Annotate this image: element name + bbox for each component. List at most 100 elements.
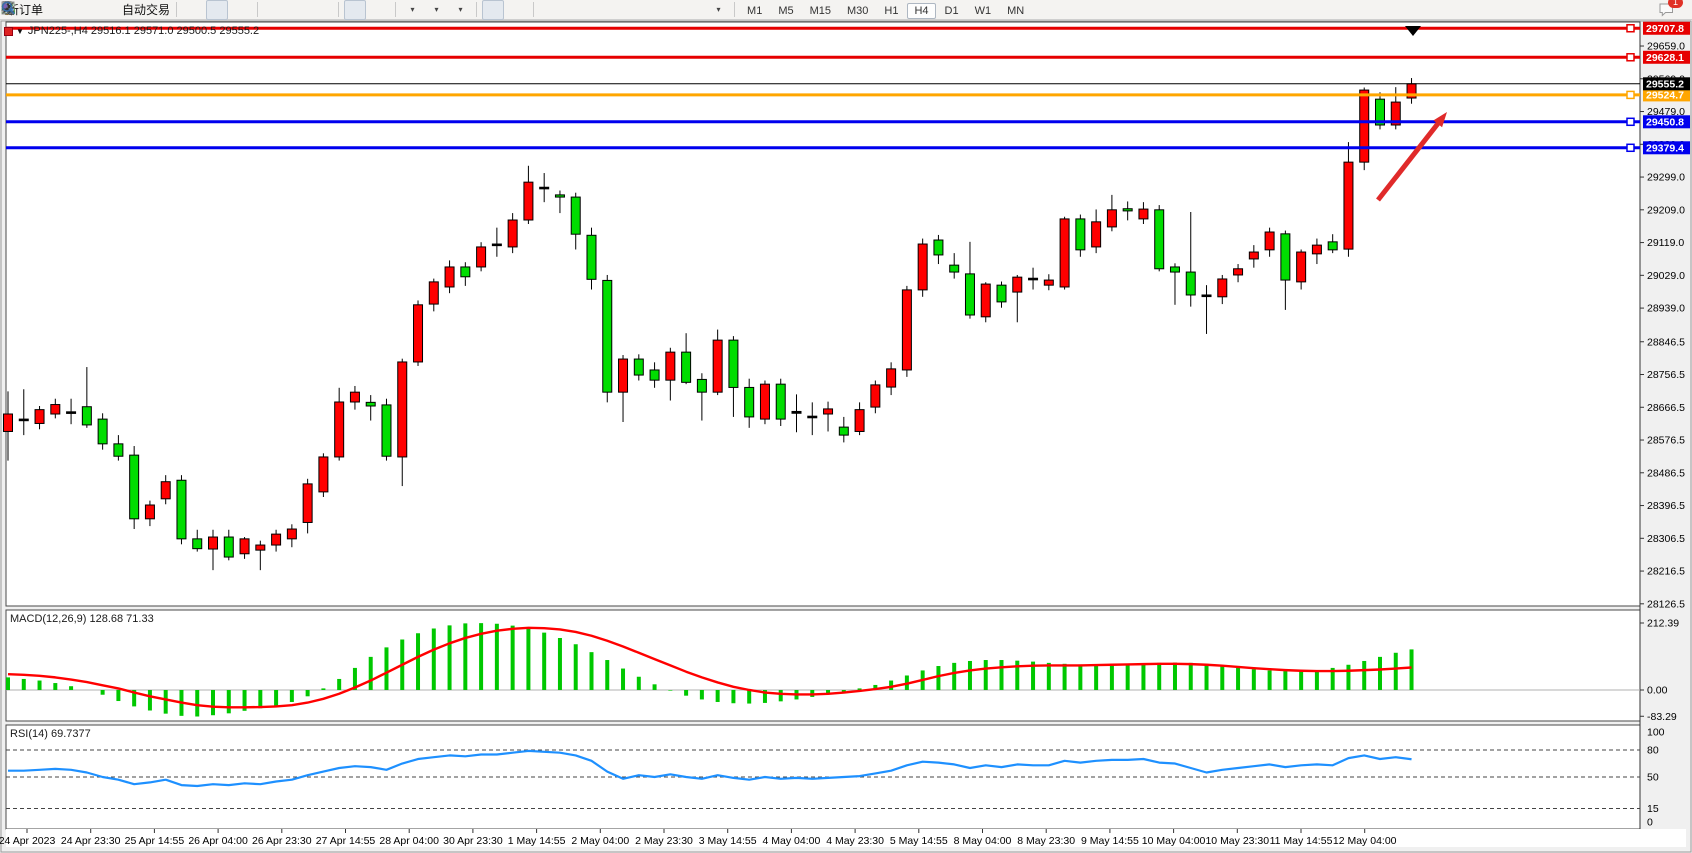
candle-body [176, 479, 187, 540]
time-tick-label[interactable]: 25 Apr 14:55 [125, 835, 185, 847]
candle-body [602, 279, 613, 393]
candle-body [192, 538, 203, 550]
candle-body [413, 304, 424, 363]
timeframe-M30[interactable]: M30 [847, 4, 869, 17]
time-tick-label[interactable]: 12 May 04:00 [1333, 835, 1397, 847]
candle-body [712, 339, 723, 393]
timeframe-W1[interactable]: W1 [974, 4, 992, 17]
trend-arrow-annotation[interactable] [1376, 119, 1443, 202]
candle-body [1343, 161, 1354, 250]
time-tick-label[interactable]: 11 May 14:55 [1270, 835, 1333, 847]
time-tick-label[interactable]: 9 May 14:55 [1081, 835, 1139, 847]
candle-body [286, 528, 297, 540]
symbol-dropdown-icon[interactable]: ▼ [16, 26, 24, 36]
timeframe-H1[interactable]: H1 [884, 4, 899, 17]
time-tick-label[interactable]: 24 Apr 2023 [0, 835, 55, 847]
time-tick-label[interactable]: 24 Apr 23:30 [61, 835, 121, 847]
candle-body [208, 536, 219, 550]
candle-body [239, 538, 250, 555]
candle-body [1138, 208, 1149, 220]
dropdown-caret-icon: ▾ [716, 5, 721, 14]
price-label-chip-text: 29707.8 [1646, 23, 1684, 35]
down-triangle-marker[interactable] [1405, 26, 1421, 36]
candle-body [50, 404, 61, 415]
candle-body [1264, 231, 1275, 251]
candle-body [34, 409, 45, 424]
line-handle[interactable] [1626, 53, 1635, 62]
timeframe-H4[interactable]: H4 [907, 2, 936, 19]
text-tool-button[interactable]: A [4, 0, 681, 20]
line-handle[interactable] [1626, 90, 1635, 100]
main-toolbar: 新订单 自动交易 ▾ ▾ [0, 0, 1692, 20]
candle-body [886, 368, 897, 388]
search-button[interactable] [1, 0, 1650, 20]
time-tick-label[interactable]: 2 May 23:30 [635, 835, 693, 847]
candle-body [649, 369, 660, 381]
candle-body [1327, 241, 1338, 251]
price-tick-label: 28576.5 [1647, 435, 1685, 447]
timeframe-MN[interactable]: MN [1007, 4, 1025, 17]
time-tick-label[interactable]: 10 May 04:00 [1142, 835, 1206, 847]
candle-body [1185, 271, 1196, 296]
rsi-tick-label: 80 [1647, 745, 1659, 757]
price-label-chip-text: 29555.2 [1646, 79, 1684, 91]
candle-body [18, 418, 29, 422]
dropdown-caret-icon: ▾ [458, 5, 463, 14]
candle-body [744, 386, 755, 418]
price-tick-label: 28126.5 [1647, 598, 1685, 610]
macd-panel[interactable] [5, 609, 1641, 722]
price-tick-label: 28216.5 [1647, 566, 1685, 578]
chart-title: JPN225-,H4 29516.1 29571.0 29500.5 29555… [27, 25, 260, 37]
time-tick-label[interactable]: 3 May 14:55 [699, 835, 757, 847]
svg-text:A: A [4, 1, 13, 16]
rsi-indicator-label: RSI(14) 69.7377 [10, 728, 91, 740]
time-tick-label[interactable]: 4 May 04:00 [763, 835, 821, 847]
time-tick-label[interactable]: 5 May 14:55 [890, 835, 948, 847]
time-tick-label[interactable]: 26 Apr 04:00 [188, 835, 248, 847]
price-label-chip [1643, 141, 1690, 155]
toolbar-separator [176, 2, 178, 17]
toolbar-separator [338, 2, 340, 17]
price-label-chip-text: 29524.7 [1646, 90, 1684, 102]
time-tick-label[interactable]: 10 May 23:30 [1205, 835, 1269, 847]
candle-body [1169, 266, 1180, 273]
candle-body [539, 186, 550, 190]
candle-body [3, 413, 13, 432]
candle-body [1012, 276, 1023, 293]
timeframe-M15[interactable]: M15 [809, 4, 831, 17]
time-tick-label[interactable]: 1 May 14:55 [508, 835, 566, 847]
price-label-chip [1643, 21, 1690, 35]
timeframe-M1[interactable]: M1 [747, 4, 763, 17]
time-tick-label[interactable]: 4 May 23:30 [826, 835, 884, 847]
price-label-chip [1643, 88, 1690, 102]
candle-body [1122, 208, 1133, 212]
notifications-button[interactable]: 1 [1657, 0, 1683, 20]
time-tick-label[interactable]: 30 Apr 23:30 [443, 835, 503, 847]
chart-flag-icon[interactable] [4, 26, 13, 36]
macd-tick-label: 212.39 [1647, 617, 1679, 629]
auto-trading-label: 自动交易 [122, 3, 171, 17]
time-tick-label[interactable]: 26 Apr 23:30 [252, 835, 312, 847]
candle-body [1233, 268, 1244, 276]
line-handle[interactable] [1626, 24, 1635, 33]
price-label-chip-text: 29628.1 [1646, 52, 1684, 64]
timeframe-M5[interactable]: M5 [778, 4, 794, 17]
time-tick-label[interactable]: 28 Apr 04:00 [379, 835, 439, 847]
candle-body [318, 456, 329, 493]
candle-body [1359, 89, 1370, 163]
time-tick-label[interactable]: 8 May 04:00 [954, 835, 1012, 847]
time-tick-label[interactable]: 2 May 04:00 [571, 835, 629, 847]
candle-body [917, 243, 928, 291]
time-tick-label[interactable]: 27 Apr 14:55 [316, 835, 376, 847]
line-handle[interactable] [1626, 143, 1635, 153]
search-icon [1, 1, 16, 15]
candle-body [97, 418, 108, 445]
notification-badge: 1 [1668, 0, 1683, 8]
line-handle[interactable] [1626, 117, 1635, 127]
time-tick-label[interactable]: 8 May 23:30 [1017, 835, 1075, 847]
candle-body [1248, 251, 1259, 260]
timeframe-D1[interactable]: D1 [944, 4, 959, 17]
candle-body [901, 289, 912, 371]
